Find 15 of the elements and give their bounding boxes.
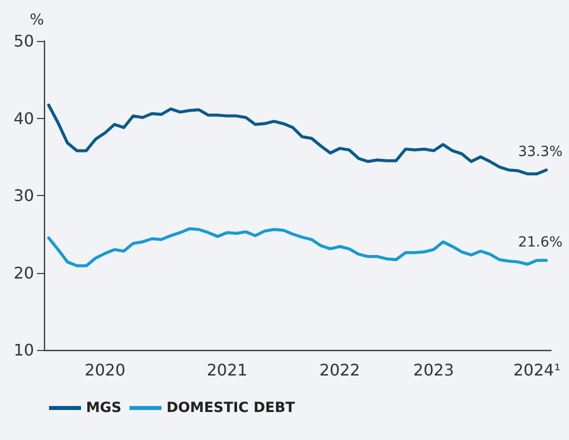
y-tick-label: 10 [14, 340, 34, 360]
y-tick-label: 40 [14, 108, 34, 128]
x-tick-label: 2020 [84, 360, 126, 380]
x-tick-label: 2023 [413, 360, 454, 380]
x-tick-label: 2024¹ [513, 360, 560, 380]
y-axis-title: % [30, 10, 44, 28]
y-tick-label: 30 [14, 186, 34, 205]
annotation: 21.6% [518, 234, 563, 250]
annotation: 33.3% [518, 144, 563, 160]
x-tick-label: 2021 [206, 360, 248, 380]
legend-label: MGS [86, 400, 122, 416]
x-tick-label: 2022 [319, 360, 360, 380]
legend-label: DOMESTIC DEBT [166, 400, 296, 416]
y-tick-label: 50 [14, 32, 34, 50]
y-tick-label: 20 [14, 263, 34, 282]
